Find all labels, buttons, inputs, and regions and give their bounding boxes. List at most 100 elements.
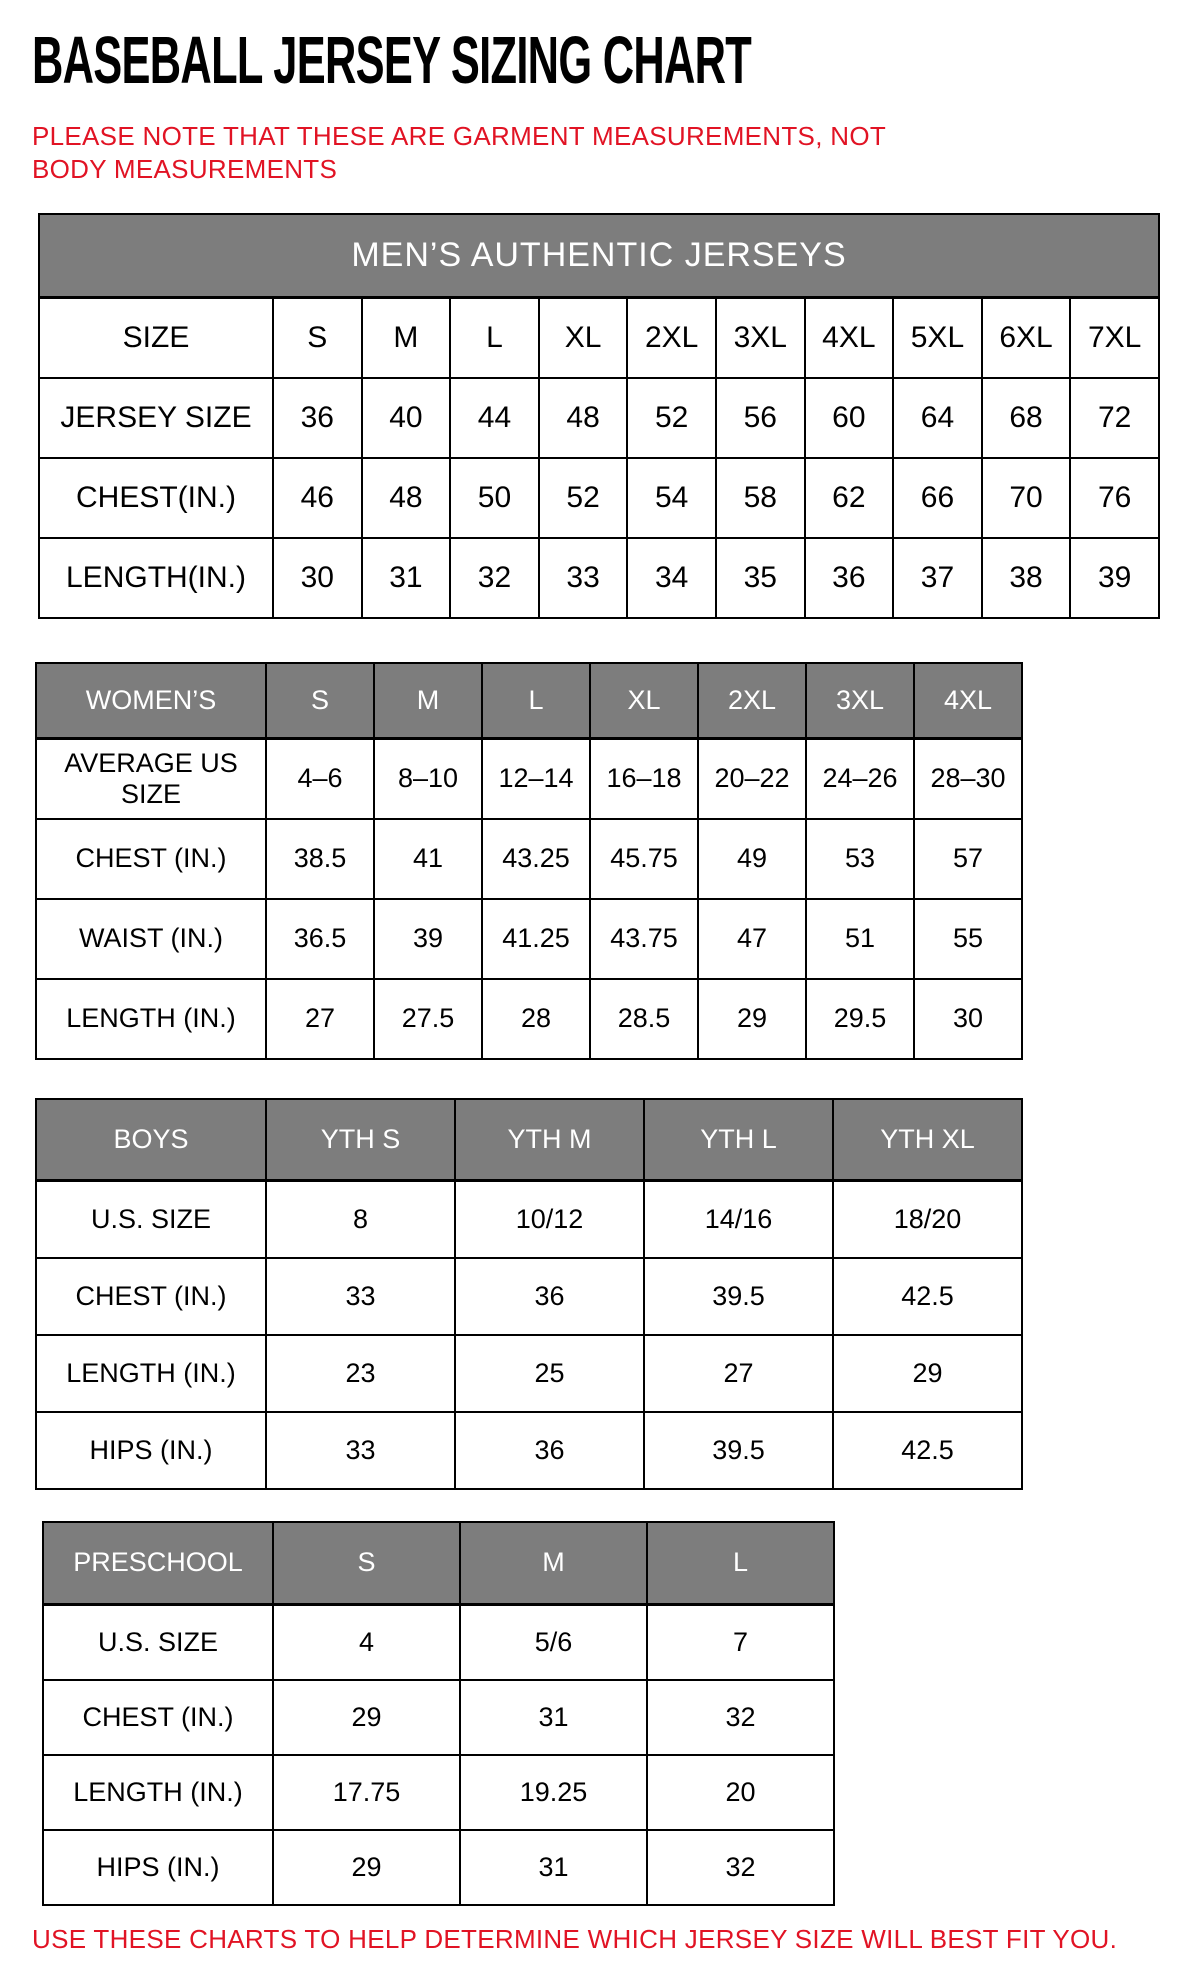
mens-header-5xl: 5XL — [892, 296, 983, 379]
womens-value-cell: 41 — [373, 817, 483, 900]
womens-value-cell: 55 — [913, 897, 1023, 980]
preschool-value-cell: 29 — [272, 1678, 461, 1756]
mens-value-cell: 36 — [272, 376, 363, 459]
womens-value-cell: 27.5 — [373, 977, 483, 1060]
boys-header-yth-xl: YTH XL — [832, 1097, 1023, 1183]
preschool-row-label: CHEST (IN.) — [42, 1678, 274, 1756]
preschool-value-cell: 19.25 — [459, 1753, 648, 1831]
mens-value-cell: 66 — [892, 456, 983, 539]
preschool-value-cell: 31 — [459, 1828, 648, 1906]
mens-value-cell: 33 — [537, 536, 629, 619]
boys-value-cell: 42.5 — [832, 1256, 1023, 1336]
womens-value-cell: 24–26 — [805, 737, 915, 820]
boys-header-yth-s: YTH S — [265, 1097, 456, 1183]
womens-row-label: LENGTH (IN.) — [35, 977, 267, 1060]
womens-value-cell: 30 — [913, 977, 1023, 1060]
mens-value-cell: 70 — [980, 456, 1072, 539]
boys-row-label: CHEST (IN.) — [35, 1256, 267, 1336]
mens-header-6xl: 6XL — [980, 296, 1072, 379]
preschool-value-cell: 31 — [459, 1678, 648, 1756]
preschool-header-s: S — [272, 1520, 461, 1607]
mens-value-cell: 46 — [272, 456, 363, 539]
boys-value-cell: 42.5 — [832, 1410, 1023, 1490]
mens-value-cell: 38 — [980, 536, 1072, 619]
preschool-sizing-table: PRESCHOOL S M L U.S. SIZE 4 5/6 7 CHEST (IN.) 29 3… — [42, 1520, 835, 1906]
preschool-value-cell: 5/6 — [459, 1603, 648, 1681]
womens-value-cell: 47 — [697, 897, 807, 980]
mens-value-cell: 58 — [714, 456, 806, 539]
womens-value-cell: 53 — [805, 817, 915, 900]
preschool-value-cell: 7 — [646, 1603, 835, 1681]
womens-value-cell: 28 — [481, 977, 591, 1060]
preschool-value-cell: 29 — [272, 1828, 461, 1906]
mens-value-cell: 76 — [1069, 456, 1160, 539]
mens-value-cell: 72 — [1069, 376, 1160, 459]
mens-value-cell: 36 — [803, 536, 895, 619]
womens-header-3xl: 3XL — [805, 661, 915, 741]
preschool-row-label: U.S. SIZE — [42, 1603, 274, 1681]
mens-banner: MEN’S AUTHENTIC JERSEYS — [38, 212, 1160, 300]
womens-row-label: CHEST (IN.) — [35, 817, 267, 900]
boys-header-yth-l: YTH L — [643, 1097, 834, 1183]
mens-value-cell: 60 — [803, 376, 895, 459]
womens-header-m: M — [373, 661, 483, 741]
boys-value-cell: 33 — [265, 1410, 456, 1490]
preschool-value-cell: 17.75 — [272, 1753, 461, 1831]
mens-header-2xl: 2XL — [626, 296, 717, 379]
boys-value-cell: 18/20 — [832, 1179, 1023, 1259]
garment-measurements-note: PLEASE NOTE THAT THESE ARE GARMENT MEASU… — [32, 121, 886, 185]
mens-value-cell: 56 — [714, 376, 806, 459]
womens-value-cell: 27 — [265, 977, 375, 1060]
mens-value-cell: 50 — [449, 456, 540, 539]
mens-value-cell: 35 — [714, 536, 806, 619]
boys-value-cell: 39.5 — [643, 1410, 834, 1490]
page-title: BASEBALL JERSEY SIZING CHART — [32, 23, 752, 99]
preschool-value-cell: 4 — [272, 1603, 461, 1681]
preschool-header-m: M — [459, 1520, 648, 1607]
preschool-row-label: HIPS (IN.) — [42, 1828, 274, 1906]
womens-value-cell: 39 — [373, 897, 483, 980]
boys-sizing-table: BOYS YTH S YTH M YTH L YTH XL U.S. SIZE 8 10/12… — [35, 1097, 1023, 1490]
mens-header-m: M — [360, 296, 452, 379]
mens-value-cell: 37 — [892, 536, 983, 619]
mens-header-4xl: 4XL — [803, 296, 895, 379]
womens-value-cell: 16–18 — [589, 737, 699, 820]
womens-header-2xl: 2XL — [697, 661, 807, 741]
womens-value-cell: 43.75 — [589, 897, 699, 980]
mens-value-cell: 44 — [449, 376, 540, 459]
womens-value-cell: 28–30 — [913, 737, 1023, 820]
footer-note: USE THESE CHARTS TO HELP DETERMINE WHICH… — [32, 1923, 1118, 1954]
boys-value-cell: 23 — [265, 1333, 456, 1413]
boys-value-cell: 39.5 — [643, 1256, 834, 1336]
womens-value-cell: 51 — [805, 897, 915, 980]
womens-row-label: WAIST (IN.) — [35, 897, 267, 980]
mens-value-cell: 52 — [537, 456, 629, 539]
boys-value-cell: 36 — [454, 1256, 645, 1336]
womens-value-cell: 4–6 — [265, 737, 375, 820]
womens-value-cell: 29.5 — [805, 977, 915, 1060]
boys-value-cell: 10/12 — [454, 1179, 645, 1259]
womens-sizing-table: WOMEN’S S M L XL 2XL 3XL 4XL AVERAGE US SIZE 4–6 8… — [35, 661, 1023, 1060]
womens-value-cell: 8–10 — [373, 737, 483, 820]
womens-value-cell: 57 — [913, 817, 1023, 900]
womens-value-cell: 49 — [697, 817, 807, 900]
mens-value-cell: 48 — [360, 456, 452, 539]
boys-value-cell: 14/16 — [643, 1179, 834, 1259]
womens-value-cell: 45.75 — [589, 817, 699, 900]
womens-value-cell: 41.25 — [481, 897, 591, 980]
womens-value-cell: 43.25 — [481, 817, 591, 900]
mens-header-label: SIZE — [38, 296, 274, 379]
preschool-value-cell: 32 — [646, 1678, 835, 1756]
boys-value-cell: 8 — [265, 1179, 456, 1259]
boys-header-yth-m: YTH M — [454, 1097, 645, 1183]
mens-value-cell: 48 — [537, 376, 629, 459]
boys-header-label: BOYS — [35, 1097, 267, 1183]
mens-header-l: L — [449, 296, 540, 379]
womens-header-label: WOMEN’S — [35, 661, 267, 741]
boys-row-label: LENGTH (IN.) — [35, 1333, 267, 1413]
boys-value-cell: 25 — [454, 1333, 645, 1413]
mens-authentic-jerseys-table: MEN’S AUTHENTIC JERSEYS SIZE S M L XL 2XL 3XL 4X… — [38, 212, 1160, 619]
boys-value-cell: 29 — [832, 1333, 1023, 1413]
mens-value-cell: 32 — [449, 536, 540, 619]
mens-value-cell: 30 — [272, 536, 363, 619]
